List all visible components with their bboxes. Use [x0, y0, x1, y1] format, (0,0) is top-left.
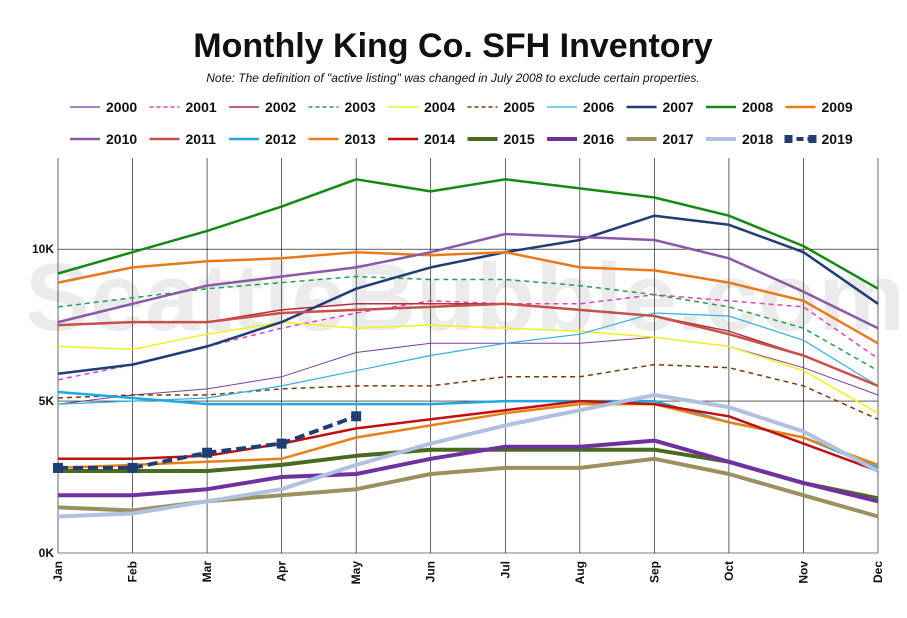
legend-label-2005: 2005	[504, 99, 535, 115]
series-line-2016	[58, 438, 879, 504]
watermark: SeattleBubble.com	[25, 244, 905, 351]
legend-entry-2018: 2018	[706, 131, 773, 147]
legend-entry-2019: 2019	[784, 131, 853, 147]
y-axis-ticks: 0K 5K 10K	[32, 242, 54, 560]
legend-entry-2000: 2000	[70, 99, 137, 115]
legend-label-2007: 2007	[663, 99, 694, 115]
series-line-2013	[57, 402, 879, 470]
series-line-2010	[57, 232, 879, 330]
legend-entry-2001: 2001	[149, 99, 217, 115]
x-axis-ticks: Jan Feb Mar Apr May Jun Jul Aug Sep Oct Nov Dec	[51, 561, 885, 585]
y-tick-5k: 5K	[39, 394, 55, 408]
legend-entry-2014: 2014	[388, 131, 455, 147]
legend-entry-2017: 2017	[626, 131, 694, 147]
legend-entry-2006: 2006	[547, 99, 614, 115]
series-lines	[53, 178, 879, 519]
legend-label-2004: 2004	[424, 99, 455, 115]
legend-entry-2013: 2013	[308, 131, 376, 147]
series-line-2011	[57, 302, 879, 388]
legend-label-2018: 2018	[742, 131, 773, 147]
legend-entry-2002: 2002	[229, 99, 296, 115]
legend-entry-2005: 2005	[467, 99, 535, 115]
series-line-2003	[57, 275, 879, 372]
legend-label-2013: 2013	[345, 131, 376, 147]
horizontal-gridlines	[58, 248, 878, 554]
marker-2019-mar	[202, 447, 213, 458]
x-tick-jan: Jan	[51, 561, 65, 582]
x-tick-mar: Mar	[200, 561, 214, 583]
legend-entry-2011: 2011	[149, 131, 217, 147]
marker-2019-feb	[127, 462, 138, 473]
x-tick-may: May	[349, 561, 363, 585]
legend-entry-2016: 2016	[547, 131, 614, 147]
series-line-2005	[57, 363, 879, 420]
legend-label-2009: 2009	[822, 99, 853, 115]
legend-label-2012: 2012	[265, 131, 296, 147]
y-tick-0k: 0K	[39, 546, 55, 560]
legend-label-2010: 2010	[106, 131, 137, 147]
legend-entry-2004: 2004	[388, 99, 455, 115]
series-line-2018	[57, 393, 879, 519]
legend: 2000 2001 2002 2003 2004 2005 2006 2007 2008 2009…	[70, 99, 853, 147]
legend-label-2015: 2015	[504, 131, 535, 147]
legend-marker-2019-1	[808, 135, 817, 143]
legend-label-2003: 2003	[345, 99, 376, 115]
legend-entry-2008: 2008	[706, 99, 773, 115]
legend-label-2014: 2014	[424, 131, 455, 147]
legend-entry-2007: 2007	[626, 99, 694, 115]
legend-label-2011: 2011	[186, 131, 217, 147]
legend-label-2001: 2001	[186, 99, 217, 115]
x-tick-dec: Dec	[871, 561, 885, 583]
legend-entry-2012: 2012	[229, 131, 296, 147]
legend-label-2002: 2002	[265, 99, 296, 115]
marker-2019-apr	[276, 438, 287, 449]
x-tick-jul: Jul	[498, 561, 512, 578]
series-line-2006	[57, 312, 879, 405]
x-tick-sep: Sep	[647, 561, 661, 583]
x-tick-oct: Oct	[722, 561, 736, 581]
legend-label-2006: 2006	[583, 99, 614, 115]
legend-marker-2019-0	[784, 135, 793, 143]
x-tick-feb: Feb	[126, 561, 140, 582]
legend-label-2016: 2016	[583, 131, 614, 147]
marker-2019-may	[351, 411, 362, 422]
legend-label-2017: 2017	[663, 131, 694, 147]
plot-area: SeattleBubble.com 0K 5K 10K Jan Feb Mar Apr Ma…	[25, 158, 905, 584]
x-tick-apr: Apr	[275, 561, 289, 582]
legend-entry-2010: 2010	[70, 131, 137, 147]
chart-subtitle: Note: The definition of "active listing"…	[206, 71, 699, 85]
series-line-2009	[57, 250, 879, 345]
x-tick-jun: Jun	[424, 561, 438, 582]
x-tick-nov: Nov	[796, 561, 810, 584]
legend-label-2019: 2019	[822, 131, 853, 147]
chart-title: Monthly King Co. SFH Inventory	[193, 27, 713, 65]
legend-entry-2009: 2009	[785, 99, 853, 115]
legend-label-2008: 2008	[742, 99, 773, 115]
series-line-2007	[57, 214, 879, 375]
legend-entry-2015: 2015	[467, 131, 535, 147]
series-line-2004	[57, 321, 879, 414]
marker-2019-jan	[53, 462, 63, 473]
x-tick-aug: Aug	[573, 561, 587, 584]
legend-entry-2003: 2003	[308, 99, 376, 115]
series-line-2008	[57, 178, 879, 290]
series-line-2001	[57, 293, 879, 381]
legend-label-2000: 2000	[106, 99, 137, 115]
y-tick-10k: 10K	[32, 242, 54, 256]
